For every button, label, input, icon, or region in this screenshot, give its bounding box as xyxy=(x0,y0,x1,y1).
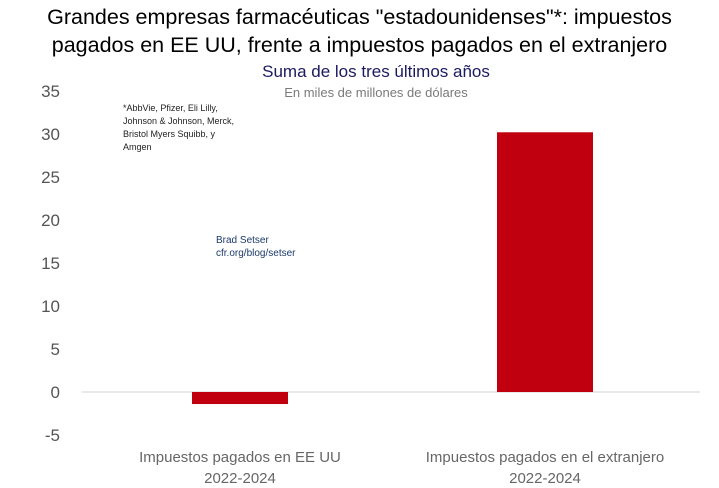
chart-title-line-1: Grandes empresas farmacéuticas "estadoun… xyxy=(47,5,672,29)
chart-title-line-2: pagados en EE UU, frente a impuestos pag… xyxy=(51,33,668,57)
y-tick-label: 15 xyxy=(41,254,60,273)
y-tick-label: 10 xyxy=(41,297,60,316)
credit-url: cfr.org/blog/setser xyxy=(216,248,296,259)
chart-subtitle: Suma de los tres últimos años xyxy=(262,62,490,81)
y-tick-label: 35 xyxy=(41,82,60,101)
y-tick-label: 25 xyxy=(41,168,60,187)
x-category-label: Impuestos pagados en EE UU xyxy=(139,449,341,466)
footnote-line: Amgen xyxy=(123,142,152,152)
y-tick-label: 5 xyxy=(51,340,60,359)
footnote-line: Bristol Myers Squibb, y xyxy=(123,129,216,139)
x-category-label: Impuestos pagados en el extranjero xyxy=(426,449,664,466)
y-tick-label: 0 xyxy=(51,383,60,402)
x-category-label: 2022-2024 xyxy=(509,470,581,487)
x-category-label: 2022-2024 xyxy=(204,470,276,487)
y-tick-label: 30 xyxy=(41,125,60,144)
footnote-line: *AbbVie, Pfizer, Eli Lilly, xyxy=(123,103,218,113)
unit-note: En miles de millones de dólares xyxy=(284,85,468,100)
y-tick-label: 20 xyxy=(41,211,60,230)
footnote: *AbbVie, Pfizer, Eli Lilly, Johnson & Jo… xyxy=(123,102,248,154)
y-tick-label: -5 xyxy=(45,426,60,445)
footnote-line: Johnson & Johnson, Merck, xyxy=(123,116,235,126)
author-credit: Brad Setser cfr.org/blog/setser xyxy=(216,234,295,260)
bar xyxy=(192,392,288,405)
bar xyxy=(497,132,593,392)
credit-author: Brad Setser xyxy=(216,235,269,246)
